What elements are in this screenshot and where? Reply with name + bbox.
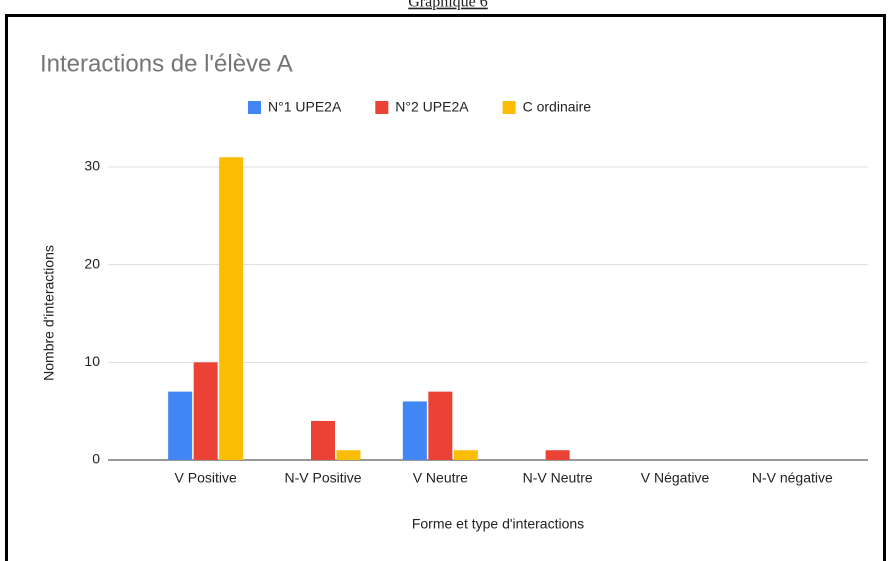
bar <box>219 157 244 460</box>
y-tick-label: 20 <box>84 255 100 271</box>
chart-title: Interactions de l'élève A <box>40 50 293 77</box>
y-axis-title: Nombre d'interactions <box>41 245 57 381</box>
x-axis-title: Forme et type d'interactions <box>412 516 584 532</box>
x-tick-label: N-V négative <box>752 470 833 486</box>
bar <box>311 420 335 460</box>
x-tick-label: N-V Positive <box>284 470 361 486</box>
x-tick-label: V Négative <box>641 470 710 486</box>
bar <box>402 401 427 460</box>
bar <box>168 391 193 460</box>
x-tick-label: V Neutre <box>413 470 468 486</box>
y-tick-label: 30 <box>84 158 100 174</box>
frame <box>5 14 886 561</box>
legend-label: C ordinaire <box>523 99 592 115</box>
caption: Graphique 6 <box>408 0 488 11</box>
bar <box>428 391 453 460</box>
bar <box>545 450 570 460</box>
bar <box>336 450 361 460</box>
legend-swatch <box>248 101 261 114</box>
legend-label: N°2 UPE2A <box>395 99 469 115</box>
legend-label: N°1 UPE2A <box>268 99 342 115</box>
legend-swatch <box>502 101 516 114</box>
legend-swatch <box>375 101 389 114</box>
y-tick-label: 0 <box>92 451 100 467</box>
bar <box>453 450 478 460</box>
y-tick-label: 10 <box>84 353 100 369</box>
x-tick-label: V Positive <box>175 470 237 486</box>
x-tick-label: N-V Neutre <box>523 470 593 486</box>
bar <box>193 362 218 460</box>
